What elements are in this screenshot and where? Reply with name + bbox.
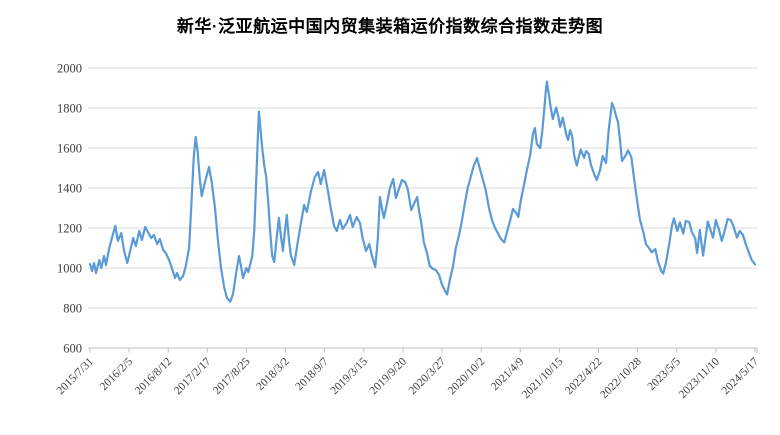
- x-axis-tick-label: 2019/3/15: [328, 355, 370, 397]
- x-axis-tick-label: 2020/10/2: [446, 355, 488, 397]
- y-axis-tick-label: 800: [63, 302, 82, 316]
- x-axis-tick-label: 2015/7/31: [55, 355, 97, 397]
- x-axis-tick-label: 2021/10/15: [520, 355, 566, 401]
- y-axis-tick-label: 1600: [57, 142, 82, 156]
- y-axis-tick-label: 1000: [57, 262, 82, 276]
- y-axis-tick-label: 2000: [57, 62, 82, 76]
- x-axis-tick-label: 2023/11/10: [677, 355, 722, 400]
- x-axis-tick-label: 2020/3/27: [407, 355, 449, 397]
- x-axis-tick-label: 2021/4/9: [489, 355, 527, 393]
- x-axis-tick-label: 2017/2/17: [172, 355, 214, 397]
- chart-title: 新华·泛亚航运中国内贸集装箱运价指数综合指数走势图: [176, 17, 604, 36]
- y-axis-tick-label: 1200: [57, 222, 82, 236]
- x-axis-tick-label: 2018/9/7: [293, 355, 331, 393]
- y-axis-tick-label: 1400: [57, 182, 82, 196]
- x-axis-tick-label: 2016/8/12: [133, 355, 175, 397]
- y-axis-tick-label: 600: [63, 342, 82, 356]
- x-axis-tick-label: 2018/3/2: [254, 355, 292, 393]
- x-axis-tick-label: 2024/5/17: [720, 355, 762, 397]
- x-axis-tick-label: 2017/8/25: [211, 355, 253, 397]
- x-axis-tick-label: 2022/10/28: [598, 355, 644, 401]
- x-axis-tick-label: 2016/2/5: [98, 355, 136, 393]
- x-axis-tick-label: 2022/4/22: [563, 355, 605, 397]
- y-axis-tick-label: 1800: [57, 102, 82, 116]
- index-line-series: [88, 80, 757, 303]
- x-axis-tick-label: 2023/5/5: [645, 355, 683, 393]
- x-axis-tick-label: 2019/9/20: [368, 355, 410, 397]
